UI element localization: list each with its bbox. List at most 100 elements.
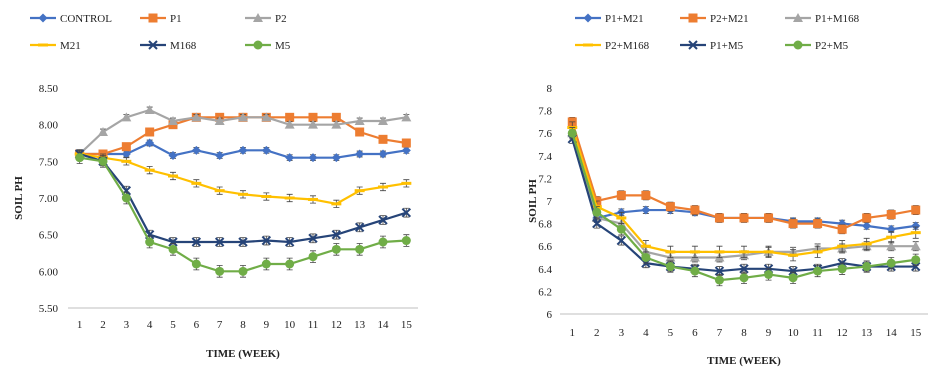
legend-item: P1+M168 [785,13,860,25]
legend-label: P1+M21 [605,13,644,25]
data-point [401,138,411,148]
data-point [788,219,798,229]
data-point [331,153,341,163]
x-tick-label: 8 [741,327,747,339]
y-tick-label: 7.2 [538,173,552,185]
data-point [641,190,651,200]
data-point [739,264,749,274]
data-point [739,213,749,223]
data-point [331,112,341,122]
x-axis-title: TIME (WEEK) [206,348,280,360]
data-point [355,127,365,137]
data-point [238,145,248,155]
x-tick-label: 3 [619,327,625,339]
data-point [592,207,602,217]
data-point [261,259,271,269]
x-tick-label: 10 [284,319,296,331]
data-point [788,266,798,276]
data-point [641,253,651,262]
data-point [862,262,872,272]
y-tick-label: 7 [547,196,553,208]
data-point [616,224,626,234]
series-p2-m21 [567,116,921,235]
data-point [168,244,178,254]
x-tick-label: 9 [766,327,772,339]
data-point [764,269,774,279]
data-point [354,116,365,125]
data-point [886,241,897,251]
legend-item: P2+M5 [785,40,849,52]
x-tick-label: 7 [717,327,723,339]
data-point [592,218,602,229]
legend-marker [688,13,698,23]
legend-marker [688,40,698,50]
series-line [79,156,407,273]
data-point [354,222,365,233]
x-axis-title: TIME (WEEK) [707,355,781,367]
legend-item: P1 [140,13,182,25]
legend-marker [793,13,803,22]
x-tick-label: 4 [147,319,153,331]
data-point [911,205,921,215]
legend-label: P2 [275,13,287,25]
x-tick-label: 13 [354,319,366,331]
data-point [714,213,724,223]
legend-item: M5 [245,40,291,52]
data-point [285,259,295,269]
y-tick-label: 6.50 [39,230,59,242]
x-tick-label: 11 [308,319,319,331]
x-tick-label: 6 [692,327,698,339]
x-tick-label: 12 [837,327,848,339]
data-point [215,266,225,276]
data-point [862,213,872,223]
x-tick-label: 14 [886,327,898,339]
y-tick-label: 5.50 [39,303,59,315]
series-p2-m5 [567,127,921,287]
chart-right: 66.26.46.66.877.27.47.67.881 2 3 4 5 6 7 8 9 10 11… [527,13,928,367]
data-point [191,145,201,155]
data-point [168,150,178,160]
data-point [355,244,365,254]
legend-item: P2+M168 [575,40,650,52]
legend-label: P1+M168 [815,13,860,25]
y-tick-label: 7.4 [538,151,552,163]
data-point [284,119,295,129]
y-tick-label: 7.8 [538,106,552,118]
legend-label: M5 [275,40,291,52]
legend-marker [38,13,48,23]
data-point [284,237,295,247]
data-point [401,145,411,155]
legend-label: M21 [60,40,81,52]
x-tick-label: 9 [264,319,270,331]
x-tick-label: 15 [401,319,413,331]
data-point [378,237,388,247]
data-point [214,116,225,125]
y-axis-title: SOIL PH [527,179,539,223]
data-point [378,215,388,225]
legend-marker [148,40,158,50]
data-point [214,237,225,247]
x-tick-label: 11 [812,327,823,339]
legend-item: P2 [245,13,287,25]
data-point [837,264,847,274]
y-tick-label: 6.8 [538,219,552,231]
x-tick-label: 8 [240,319,246,331]
data-point [911,221,921,231]
data-point [308,233,318,244]
data-point [690,266,700,276]
data-point [401,112,412,122]
legend-item: M21 [30,40,81,52]
data-point [641,205,651,215]
legend-marker [253,40,263,50]
data-point [261,235,272,246]
data-point [665,202,675,212]
legend-item: P1+M5 [680,40,744,52]
data-point [261,145,271,155]
data-point [813,219,823,229]
data-point [191,237,202,247]
legend-marker [148,13,158,23]
legend-label: P2+M5 [815,40,849,52]
legend-label: CONTROL [60,13,112,25]
legend-item: M168 [140,40,197,52]
y-tick-label: 6.00 [39,266,59,278]
